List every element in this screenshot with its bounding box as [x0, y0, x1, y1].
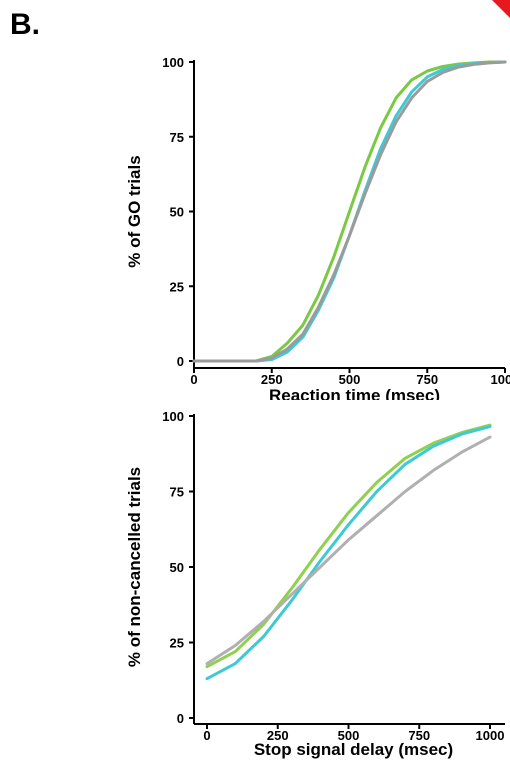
- top-x-tick-label: 0: [190, 372, 197, 387]
- bottom-x-axis-label: Stop signal delay (msec): [254, 740, 453, 759]
- bottom-x-tick-label: 1000: [476, 728, 505, 743]
- top-x-axis-label: Reaction time (msec): [269, 386, 440, 400]
- top-x-tick-label: 500: [339, 372, 361, 387]
- corner-marker-icon: [492, 0, 510, 18]
- top-y-axis-label: % of GO trials: [125, 155, 144, 267]
- bottom-y-tick-label: 50: [170, 560, 184, 575]
- bottom-series-line-2: [205, 425, 492, 681]
- go-trials-chart: 025507510002505007501000Reaction time (m…: [125, 55, 510, 400]
- panel-label: B.: [10, 8, 40, 41]
- top-x-tick-label: 250: [261, 372, 283, 387]
- bottom-y-tick-label: 100: [162, 409, 184, 424]
- bottom-y-axis-label: % of non-cancelled trials: [125, 467, 144, 667]
- bottom-y-tick-label: 0: [177, 711, 184, 726]
- top-x-tick-label: 1000: [491, 372, 510, 387]
- bottom-x-tick-label: 750: [408, 728, 430, 743]
- bottom-y-tick-label: 75: [170, 485, 184, 500]
- bottom-x-tick-label: 0: [203, 728, 210, 743]
- top-y-tick-label: 100: [162, 55, 184, 70]
- bottom-y-tick-label: 25: [170, 636, 184, 651]
- bottom-x-tick-label: 500: [338, 728, 360, 743]
- bottom-x-tick-label: 250: [267, 728, 289, 743]
- top-x-tick-label: 750: [416, 372, 438, 387]
- top-y-tick-label: 50: [170, 205, 184, 220]
- top-y-tick-label: 75: [170, 130, 184, 145]
- bottom-series-line-1: [205, 423, 492, 669]
- top-y-tick-label: 25: [170, 279, 184, 294]
- top-y-tick-label: 0: [177, 354, 184, 369]
- bottom-series-line-3: [205, 435, 492, 666]
- top-series-line-3: [192, 60, 507, 363]
